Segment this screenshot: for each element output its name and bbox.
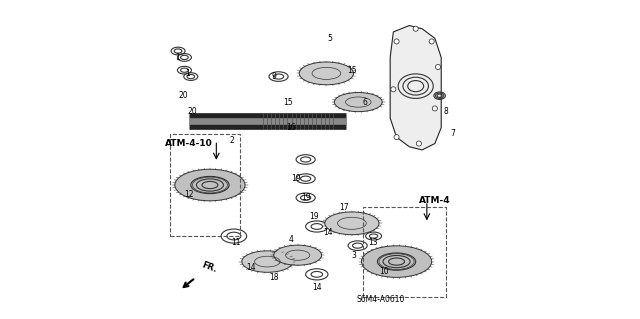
Text: 19: 19 (309, 212, 319, 221)
Ellipse shape (300, 62, 353, 85)
Bar (170, 134, 240, 236)
Circle shape (394, 39, 399, 44)
Text: 14: 14 (323, 228, 333, 237)
Text: 16: 16 (287, 123, 296, 132)
Circle shape (394, 135, 399, 140)
Text: 13: 13 (368, 238, 378, 247)
Text: 19: 19 (291, 174, 301, 183)
Text: 3: 3 (351, 251, 356, 260)
Text: 6: 6 (362, 98, 367, 107)
Ellipse shape (274, 245, 321, 265)
Ellipse shape (334, 93, 382, 112)
Text: FR.: FR. (200, 261, 218, 274)
Text: 15: 15 (284, 98, 293, 107)
Ellipse shape (242, 251, 293, 272)
Text: 12: 12 (184, 190, 194, 199)
Circle shape (391, 87, 396, 92)
Circle shape (413, 26, 419, 31)
Text: ATM-4-10: ATM-4-10 (165, 139, 213, 148)
Text: 17: 17 (339, 203, 349, 212)
Text: 10: 10 (379, 267, 388, 276)
Text: 8: 8 (444, 107, 449, 116)
Ellipse shape (362, 246, 431, 278)
Circle shape (417, 141, 422, 146)
Text: 9: 9 (271, 72, 276, 81)
Bar (363, 207, 446, 297)
Ellipse shape (175, 169, 245, 201)
Text: 20: 20 (178, 91, 188, 100)
Circle shape (429, 39, 434, 44)
Ellipse shape (324, 212, 379, 235)
Text: 4: 4 (289, 235, 294, 244)
Text: ATM-4: ATM-4 (419, 197, 451, 205)
Text: 15: 15 (347, 66, 356, 75)
Text: 20: 20 (188, 107, 197, 116)
Polygon shape (390, 26, 441, 150)
Text: S6M4-A0610: S6M4-A0610 (356, 295, 404, 304)
Text: 14: 14 (246, 263, 256, 272)
Text: 14: 14 (312, 283, 322, 292)
Text: 7: 7 (450, 130, 455, 138)
Text: 11: 11 (230, 238, 240, 247)
Circle shape (432, 106, 437, 111)
Text: 19: 19 (301, 193, 310, 202)
Text: 2: 2 (230, 136, 235, 145)
Circle shape (435, 64, 440, 70)
FancyArrowPatch shape (184, 279, 193, 287)
Text: 1: 1 (185, 69, 190, 78)
Text: 18: 18 (269, 273, 278, 282)
Text: 1: 1 (175, 53, 180, 62)
Text: 5: 5 (327, 34, 332, 43)
